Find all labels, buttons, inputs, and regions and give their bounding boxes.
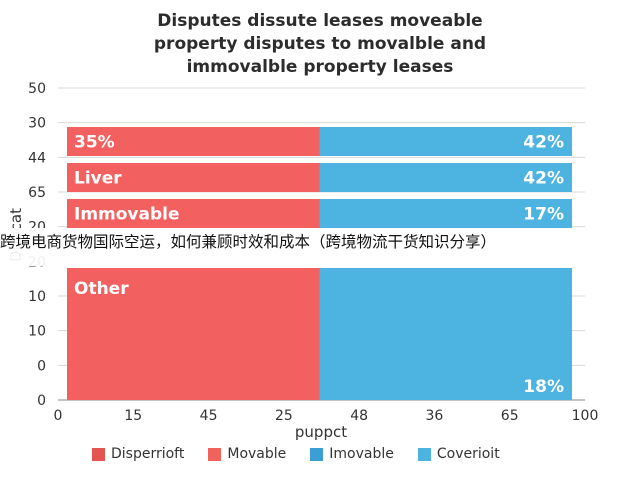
y-tick-label: 50	[28, 81, 46, 97]
chart-title: Disputes dissute leases moveable propert…	[153, 11, 487, 77]
legend-swatch	[310, 447, 324, 461]
bar-segment-imovable	[319, 163, 572, 192]
legend-swatch	[208, 447, 222, 461]
x-tick-label: 0	[54, 408, 63, 424]
legend-label: Imovable	[329, 446, 394, 462]
bar-label: 35%	[74, 133, 115, 153]
bar-label: Other	[74, 279, 129, 299]
bar-label: Liver	[74, 169, 122, 189]
y-tick-label: 0	[37, 358, 46, 374]
bar-segment-imovable	[319, 199, 572, 228]
y-tick-label: 44	[28, 150, 46, 166]
bar-segment-imovable	[319, 268, 572, 400]
data-label: 42%	[523, 133, 564, 153]
bar-segment-movable	[67, 163, 320, 192]
bar-segment-movable	[67, 199, 320, 228]
x-tick-label: 45	[200, 408, 218, 424]
y-tick-label: 10	[28, 324, 46, 340]
legend-label: Coverioit	[436, 446, 500, 462]
y-tick-label: 65	[28, 185, 46, 201]
legend: Disperrioft Movable Imovable Coverioit	[92, 444, 592, 464]
caption-overlay: 跨境电商货物国际空运，如何兼顾时效和成本（跨境物流干货知识分享）	[0, 233, 497, 251]
data-label: 17%	[523, 205, 564, 225]
legend-item: Movable	[208, 446, 286, 462]
legend-label: Movable	[227, 446, 287, 462]
bar-segment-movable	[67, 268, 320, 400]
x-tick-label: 15	[124, 408, 142, 424]
legend-item: Disperrioft	[92, 446, 184, 462]
bar-label: Immovable	[74, 205, 180, 225]
x-tick-label: 36	[426, 408, 444, 424]
x-tick-label: 65	[501, 408, 519, 424]
y-tick-label: 0	[37, 393, 46, 409]
data-label: 18%	[523, 377, 564, 397]
bar-segment-movable	[67, 127, 320, 156]
x-tick-label: 48	[350, 408, 368, 424]
legend-item: Imovable	[310, 446, 394, 462]
data-label: 42%	[523, 169, 564, 189]
x-tick-label: 25	[275, 408, 293, 424]
x-tick-label: 100	[572, 408, 599, 424]
y-tick-label: 10	[28, 289, 46, 305]
legend-item: Coverioit	[417, 446, 500, 462]
bar-segment-imovable	[319, 127, 572, 156]
x-axis-title: puppct	[295, 423, 347, 441]
caption-overlay-bg	[0, 228, 640, 266]
x-axis: 0 15 45 25 48 36 65 100	[54, 399, 599, 424]
legend-swatch	[417, 447, 431, 461]
bars	[67, 127, 572, 400]
legend-swatch	[92, 447, 105, 461]
legend-label: Disperrioft	[111, 446, 185, 462]
y-tick-label: 30	[28, 116, 46, 132]
bar-labels: 35% 42% Liver 42% Immovable 17% Other 18%	[74, 133, 564, 398]
